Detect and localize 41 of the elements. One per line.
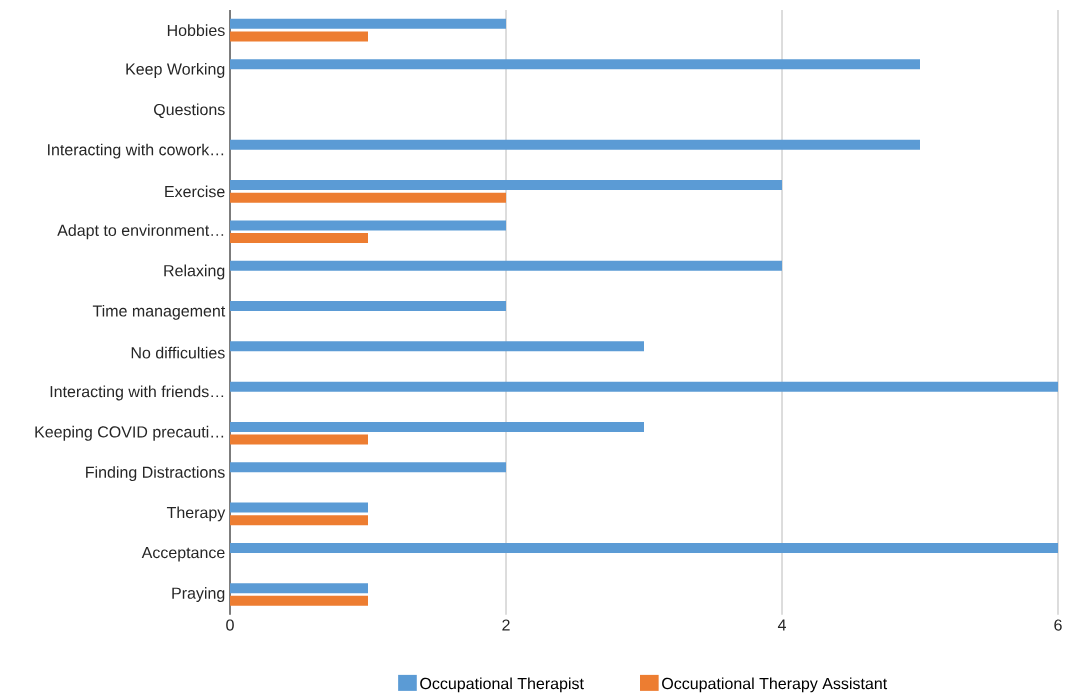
bar [230, 59, 920, 70]
y-tick-label: Interacting with cowork… [48, 143, 224, 159]
legend-label: Occupational Therapy Assistant [662, 677, 888, 693]
bar [230, 421, 644, 432]
bar [230, 542, 1058, 553]
y-tick-label: Keeping COVID precauti… [35, 425, 224, 441]
y-tick-label: Hobbies [167, 24, 225, 37]
bar [230, 301, 506, 311]
bar [230, 180, 782, 191]
bar [230, 18, 506, 29]
y-tick-label: Exercise [165, 185, 225, 198]
y-tick-label: Therapy [166, 506, 226, 522]
y-tick-label: Interacting with friends… [50, 385, 224, 401]
bar [230, 341, 644, 352]
y-tick-label: Adapt to environment… [57, 224, 224, 240]
y-tick-label: Acceptance [141, 547, 225, 562]
bar [230, 220, 506, 231]
y-tick-label: Time management [92, 304, 226, 320]
bar [230, 381, 1058, 392]
bar [230, 233, 368, 244]
y-tick-label: Praying [172, 587, 225, 602]
y-tick-label: No difficulties [131, 346, 225, 359]
bar [230, 434, 368, 445]
bar [230, 462, 506, 473]
y-tick-label: Keep Working [126, 63, 225, 78]
x-tick-label: 2 [502, 619, 510, 631]
x-tick-label: 6 [1054, 619, 1062, 631]
bar [230, 595, 368, 606]
bar [230, 260, 782, 271]
y-tick-label: Questions [154, 103, 225, 119]
y-tick-label: Finding Distractions [86, 466, 225, 482]
bar [230, 502, 368, 513]
bar [230, 31, 368, 42]
y-tick-label: Relaxing [164, 264, 225, 280]
bar [230, 192, 506, 203]
x-tick-label: 4 [777, 619, 786, 631]
legend-label: Occupational Therapist [420, 677, 584, 693]
x-tick-label: 0 [226, 619, 234, 631]
bar [230, 583, 368, 594]
bar [230, 515, 368, 526]
bar [230, 139, 920, 150]
